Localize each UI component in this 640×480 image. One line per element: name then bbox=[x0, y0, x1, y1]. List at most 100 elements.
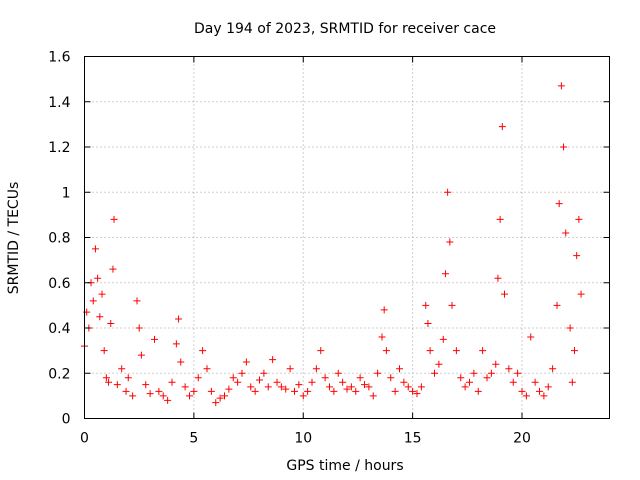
data-point bbox=[256, 376, 263, 384]
data-point bbox=[494, 274, 502, 282]
data-point bbox=[295, 381, 303, 389]
data-point bbox=[109, 265, 117, 273]
data-point bbox=[466, 378, 473, 386]
data-point bbox=[330, 387, 338, 395]
data-point bbox=[509, 378, 517, 386]
data-point bbox=[487, 369, 495, 377]
data-points bbox=[81, 82, 585, 407]
data-point bbox=[260, 369, 268, 377]
y-tick-label: 0 bbox=[62, 412, 71, 428]
x-tick-label: 5 bbox=[189, 431, 198, 447]
data-point bbox=[409, 387, 417, 395]
data-point bbox=[317, 347, 325, 355]
data-point bbox=[146, 390, 154, 398]
data-point bbox=[98, 290, 106, 298]
y-tick-label: 1.4 bbox=[48, 95, 70, 111]
data-point bbox=[168, 378, 176, 386]
data-point bbox=[326, 383, 333, 391]
x-tick-label: 15 bbox=[404, 431, 422, 447]
data-point bbox=[560, 143, 568, 151]
x-axis-label: GPS time / hours bbox=[286, 458, 403, 474]
data-point bbox=[94, 274, 102, 282]
data-point bbox=[107, 319, 115, 327]
data-point bbox=[382, 347, 390, 355]
data-point bbox=[299, 392, 307, 400]
data-point bbox=[102, 374, 110, 382]
data-point bbox=[577, 290, 585, 298]
data-point bbox=[269, 356, 277, 364]
data-point bbox=[479, 347, 487, 355]
data-point bbox=[110, 215, 118, 223]
data-point bbox=[496, 215, 504, 223]
data-point bbox=[334, 369, 342, 377]
data-point bbox=[343, 385, 351, 393]
data-point bbox=[461, 383, 469, 391]
data-point bbox=[522, 392, 530, 400]
y-axis-label: SRMTID / TECUs bbox=[6, 182, 22, 295]
data-point bbox=[540, 392, 548, 400]
data-point bbox=[391, 387, 399, 395]
data-point bbox=[575, 215, 583, 223]
data-point bbox=[133, 297, 141, 305]
x-tick-label: 0 bbox=[80, 431, 89, 447]
data-point bbox=[514, 369, 522, 377]
data-point bbox=[457, 374, 465, 382]
data-point bbox=[96, 313, 104, 321]
data-point bbox=[446, 238, 454, 246]
data-point bbox=[186, 392, 193, 400]
data-point bbox=[417, 383, 425, 391]
data-point bbox=[251, 387, 259, 395]
data-point bbox=[439, 335, 447, 343]
data-point bbox=[448, 301, 456, 309]
data-point bbox=[212, 399, 220, 407]
data-point bbox=[492, 360, 500, 368]
data-point bbox=[387, 374, 395, 382]
data-point bbox=[518, 387, 526, 395]
data-point bbox=[404, 383, 412, 391]
data-point bbox=[571, 347, 578, 355]
data-point bbox=[339, 378, 347, 386]
tick-labels: 0 0.2 0.4 0.6 0.8 1 1.2 1.4 1.6 0 5 10 15 20 bbox=[48, 50, 531, 447]
data-point bbox=[431, 369, 438, 377]
data-point bbox=[312, 365, 320, 373]
x-tick-label: 20 bbox=[513, 431, 531, 447]
data-point bbox=[321, 374, 329, 382]
data-point bbox=[221, 392, 228, 400]
data-point bbox=[100, 347, 108, 355]
data-point bbox=[308, 378, 316, 386]
y-tick-label: 0.6 bbox=[48, 276, 70, 292]
data-point bbox=[113, 381, 121, 389]
data-point bbox=[380, 306, 388, 314]
data-point bbox=[277, 383, 285, 391]
data-point bbox=[396, 365, 403, 373]
y-tick-label: 1.2 bbox=[48, 140, 70, 156]
data-point bbox=[444, 188, 452, 196]
data-point bbox=[142, 381, 150, 389]
data-point bbox=[199, 347, 207, 355]
y-tick-label: 0.2 bbox=[48, 366, 70, 382]
data-point bbox=[347, 383, 355, 391]
data-point bbox=[527, 333, 535, 341]
y-tick-label: 1.6 bbox=[48, 50, 70, 66]
data-point bbox=[356, 374, 364, 382]
data-point bbox=[568, 378, 576, 386]
data-point bbox=[282, 385, 290, 393]
data-point bbox=[118, 365, 126, 373]
data-point bbox=[536, 387, 543, 395]
data-point bbox=[413, 390, 421, 398]
data-point bbox=[91, 245, 99, 253]
data-point bbox=[177, 358, 185, 366]
data-point bbox=[549, 365, 557, 373]
data-point bbox=[194, 374, 202, 382]
data-point bbox=[225, 385, 233, 393]
data-point bbox=[181, 383, 189, 391]
data-point bbox=[378, 333, 386, 341]
data-point bbox=[498, 123, 506, 131]
chart-title: Day 194 of 2023, SRMTID for receiver cac… bbox=[194, 21, 496, 37]
data-point bbox=[203, 365, 211, 373]
data-point bbox=[242, 358, 250, 366]
data-point bbox=[483, 374, 491, 382]
data-point bbox=[190, 387, 198, 395]
data-point bbox=[426, 347, 434, 355]
x-tick-label: 10 bbox=[294, 431, 312, 447]
